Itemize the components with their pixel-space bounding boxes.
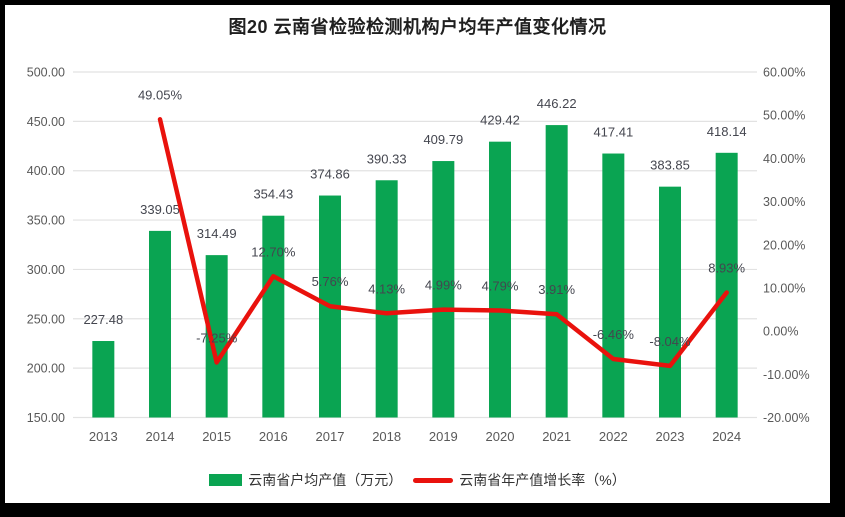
growth-rate-line — [157, 117, 729, 369]
x-axis-label: 2024 — [712, 429, 741, 444]
x-axis-label: 2023 — [656, 429, 685, 444]
bar-value-label: 314.49 — [197, 226, 237, 241]
bar-value-label: 417.41 — [593, 125, 633, 140]
right-axis-tick: 60.00% — [763, 66, 805, 80]
legend: 云南省户均产值（万元） 云南省年产值增长率（%） — [5, 467, 830, 493]
bar-value-label: 354.43 — [253, 187, 293, 202]
bar-value-label: 383.85 — [650, 158, 690, 173]
bar-value-label: 227.48 — [83, 312, 123, 327]
right-axis-tick: 50.00% — [763, 109, 805, 123]
bar-series-swatch-icon — [209, 474, 243, 486]
bar-2020 — [489, 141, 511, 418]
left-axis-tick: 200.00 — [27, 362, 65, 376]
x-axis-label: 2019 — [429, 429, 458, 444]
line-value-label: 4.79% — [482, 278, 519, 293]
line-value-label: 8.93% — [708, 261, 745, 276]
left-axis-tick: 450.00 — [27, 115, 65, 129]
bar-value-label: 339.05 — [140, 202, 180, 217]
bar-series-label: 云南省户均产值（万元） — [248, 472, 403, 488]
bar-2024 — [715, 152, 738, 418]
line-value-label: 49.05% — [138, 87, 183, 102]
right-axis-tick: -10.00% — [763, 368, 810, 382]
x-axis-label: 2022 — [599, 429, 628, 444]
left-axis-tick: 350.00 — [27, 214, 65, 228]
bar-2015 — [205, 255, 228, 418]
bar-2023 — [659, 186, 681, 418]
x-axis-label: 2016 — [259, 429, 288, 444]
left-axis-tick: 500.00 — [27, 66, 65, 80]
bar-value-label: 390.33 — [367, 151, 407, 166]
bar-2016 — [262, 215, 285, 418]
line-value-label: 4.99% — [425, 278, 462, 293]
right-axis-tick: 40.00% — [763, 152, 805, 166]
combo-chart-plot: 500.00 450.00 400.00 350.00 300.00 250.00 200.… — [27, 66, 810, 445]
x-axis-label: 2021 — [542, 429, 571, 444]
left-axis-tick: 250.00 — [27, 312, 65, 326]
right-axis-tick: 0.00% — [763, 325, 798, 339]
legend-item-line: 云南省年产值增长率（%） — [413, 470, 626, 490]
chart-title: 图20 云南省检验检测机构户均年产值变化情况 — [228, 17, 607, 37]
bar-value-label: 409.79 — [423, 132, 463, 147]
bar-value-label: 446.22 — [537, 96, 577, 111]
bar-2018 — [375, 180, 398, 418]
line-value-label: -6.46% — [593, 327, 635, 342]
right-axis-tick: 30.00% — [763, 195, 805, 209]
bar-value-label: 374.86 — [310, 167, 350, 182]
bar-2022 — [602, 153, 625, 418]
right-axis-tick: 20.00% — [763, 238, 805, 252]
line-value-label: 3.91% — [538, 282, 575, 297]
right-axis-tick: -20.00% — [763, 411, 810, 425]
bar-value-label: 429.42 — [480, 113, 520, 128]
left-axis-tick: 150.00 — [27, 411, 65, 425]
line-value-label: 5.76% — [312, 274, 349, 289]
bar-2021 — [545, 125, 568, 418]
left-axis-tick: 300.00 — [27, 263, 65, 277]
line-value-label: 12.70% — [251, 244, 296, 259]
line-series-label: 云南省年产值增长率（%） — [459, 472, 626, 488]
legend-item-bar: 云南省户均产值（万元） — [209, 470, 402, 490]
bar-2013 — [92, 341, 115, 418]
x-axis-label: 2020 — [486, 429, 515, 444]
bar-2019 — [432, 161, 455, 418]
chart-canvas: 图20 云南省检验检测机构户均年产值变化情况 500.00 450.00 400.0… — [5, 5, 830, 503]
x-axis-label: 2014 — [146, 429, 175, 444]
line-value-label: -8.04% — [649, 334, 691, 349]
bar-value-label: 418.14 — [707, 124, 747, 139]
right-axis-tick: 10.00% — [763, 281, 805, 295]
line-series-swatch-icon — [413, 477, 454, 483]
left-axis-tick: 400.00 — [27, 164, 65, 178]
x-axis-label: 2018 — [372, 429, 401, 444]
line-value-label: -7.25% — [196, 330, 238, 345]
bar-2014 — [149, 230, 171, 418]
x-axis-label: 2015 — [202, 429, 231, 444]
x-axis-label: 2013 — [89, 429, 118, 444]
x-axis-label: 2017 — [316, 429, 345, 444]
line-value-label: 4.13% — [368, 281, 405, 296]
